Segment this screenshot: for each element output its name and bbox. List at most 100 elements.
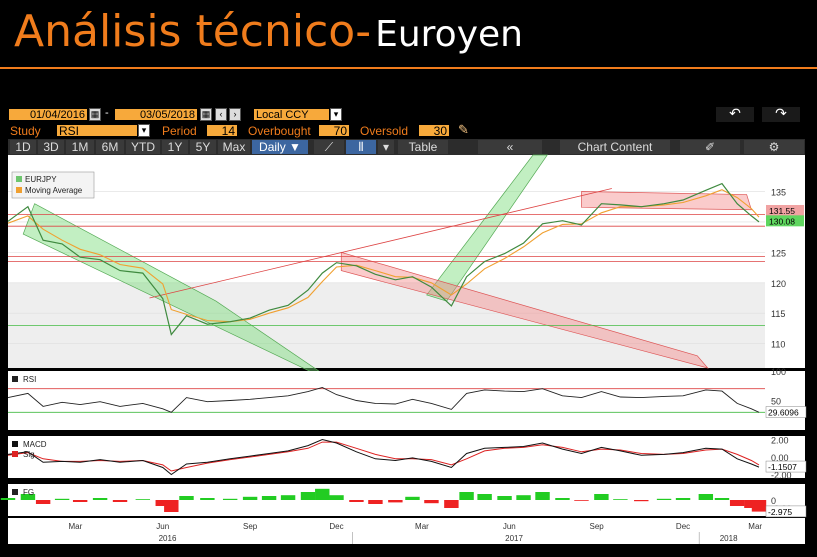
interval-select[interactable]: Daily ▼ — [252, 140, 308, 154]
calendar-icon[interactable]: ▦ — [200, 108, 212, 121]
rsi-line — [7, 387, 760, 413]
fg-bar — [574, 500, 589, 501]
last-price-tag: 131.55 — [769, 206, 795, 216]
fg-bar — [92, 498, 108, 500]
range-button[interactable]: Max — [218, 140, 250, 154]
edit-icon[interactable]: ✐ — [680, 140, 740, 154]
rsi-value-tag-bg — [765, 406, 807, 418]
fg-bar — [135, 499, 151, 500]
fg-bar — [714, 498, 730, 500]
currency-select[interactable]: Local CCY — [253, 108, 330, 121]
fg-bar — [751, 500, 767, 512]
y-tick-label: 135 — [771, 188, 786, 198]
x-axis-bg — [8, 518, 805, 544]
range-toolbar: 1D 3D 1M 6M YTD 1Y 5Y Max Daily ▼ ⟋ ⫴ ▾ … — [8, 139, 805, 155]
fg-bar — [222, 498, 238, 500]
date-from-input[interactable]: 01/04/2016 — [8, 108, 88, 121]
calendar-icon[interactable]: ▦ — [89, 108, 101, 121]
range-button[interactable]: YTD — [126, 140, 160, 154]
fg-bar — [155, 500, 170, 506]
period-label: Period — [162, 124, 197, 138]
study-input[interactable]: RSI — [56, 124, 138, 138]
undo-icon[interactable]: ↶ — [716, 107, 754, 122]
eurjpy-price-line — [7, 182, 760, 336]
fg-bar — [280, 495, 296, 500]
x-month-label: Dec — [329, 522, 343, 531]
range-button[interactable]: 1D — [10, 140, 36, 154]
fg-bar — [675, 498, 691, 500]
fg-bar — [20, 494, 36, 500]
rsi-value-tag: 29.6096 — [768, 408, 799, 418]
arrow-left-icon[interactable]: ‹ — [215, 108, 227, 121]
pencil-icon[interactable]: ✎ — [458, 122, 469, 137]
fg-bar — [744, 500, 759, 508]
red-down-channel — [340, 251, 709, 369]
y-tick-label: 115 — [771, 309, 785, 319]
table-button[interactable]: Table — [398, 140, 448, 154]
title-rule — [0, 67, 817, 69]
chart-content-button[interactable]: Chart Content — [560, 140, 670, 154]
legend-box — [11, 171, 95, 199]
fg-bar — [54, 498, 70, 500]
x-month-label: Sep — [590, 522, 605, 531]
range-button[interactable]: 5Y — [190, 140, 216, 154]
candlestick-icon[interactable]: ⫴ — [346, 140, 376, 154]
fg-bar — [0, 498, 16, 500]
macd-legend-swatch — [12, 441, 18, 447]
arrow-right-icon[interactable]: › — [229, 108, 241, 121]
fg-bar — [535, 492, 550, 500]
y-tick-label: 110 — [771, 340, 785, 350]
fg-legend-label: FG — [23, 488, 34, 497]
fg-bar — [329, 495, 344, 500]
x-month-label: Mar — [415, 522, 429, 531]
range-button[interactable]: 3D — [38, 140, 64, 154]
fg-bar — [555, 498, 570, 500]
range-button[interactable]: 1Y — [162, 140, 188, 154]
fg-bar — [459, 492, 474, 500]
chevron-down-icon[interactable]: ▾ — [330, 108, 342, 121]
chevron-down-icon[interactable]: ▾ — [378, 140, 394, 154]
x-month-label: Sep — [243, 522, 258, 531]
macd-panel-bg — [8, 436, 805, 478]
title-main: Análisis técnico — [14, 6, 356, 57]
fg-bar — [200, 498, 215, 500]
legend-swatch — [16, 187, 22, 193]
fg-bar — [349, 500, 364, 502]
overbought-input[interactable]: 70 — [318, 124, 350, 138]
fg-bar — [72, 500, 88, 502]
macd-tick-label: 0.00 — [771, 453, 789, 463]
red-range-channel — [581, 191, 752, 211]
redo-icon[interactable]: ↷ — [762, 107, 800, 122]
chart-content-label: Chart Content — [577, 140, 653, 154]
period-input[interactable]: 14 — [206, 124, 238, 138]
macd-tick-label: -2.00 — [771, 471, 792, 481]
chevron-down-icon[interactable]: ▾ — [138, 124, 150, 137]
gear-icon[interactable]: ⚙ — [744, 140, 804, 154]
x-month-label: Jun — [156, 522, 169, 531]
date-separator: - — [105, 107, 109, 119]
moving-average-tag-bg — [766, 215, 804, 227]
macd-legend-label: Sig — [23, 450, 35, 459]
fg-bar — [112, 500, 128, 502]
x-year-label: 2018 — [720, 534, 738, 543]
moving-average-tag: 130.08 — [769, 216, 795, 226]
range-button[interactable]: 6M — [96, 140, 124, 154]
x-month-label: Mar — [748, 522, 762, 531]
collapse-icon[interactable]: « — [478, 140, 542, 154]
x-year-label: 2016 — [159, 534, 177, 543]
range-button[interactable]: 1M — [66, 140, 94, 154]
y-tick-label: 120 — [771, 279, 786, 289]
fg-bar — [477, 494, 492, 500]
date-to-input[interactable]: 03/05/2018 — [114, 108, 198, 121]
fg-bar — [368, 500, 383, 504]
fg-bar — [497, 496, 512, 500]
fg-bar — [242, 496, 258, 500]
line-chart-icon[interactable]: ⟋ — [314, 140, 344, 154]
oversold-input[interactable]: 30 — [418, 124, 450, 138]
macd-legend-label: MACD — [23, 440, 47, 449]
title-dash: - — [355, 6, 372, 57]
fg-bar — [179, 496, 194, 500]
fg-bar — [315, 488, 330, 500]
x-year-label: 2017 — [505, 534, 523, 543]
fg-bar — [405, 496, 420, 500]
